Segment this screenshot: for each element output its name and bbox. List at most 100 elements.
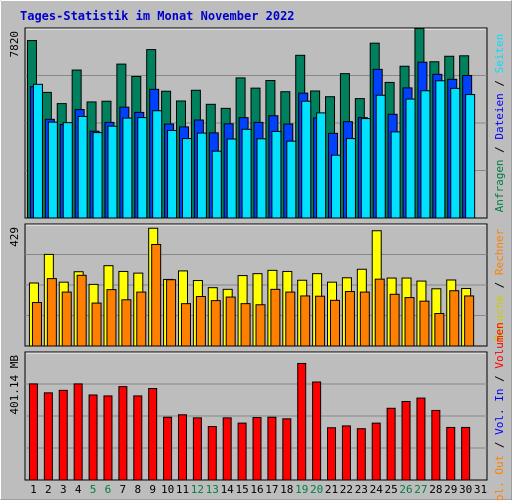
bar-volumen-day-1 xyxy=(28,383,38,481)
bar-seiten-day-28 xyxy=(435,80,446,219)
x-tick-label-day-18: 18 xyxy=(280,483,293,496)
bar-volumen-day-23 xyxy=(356,428,366,481)
x-tick-label-day-23: 23 xyxy=(355,483,368,496)
x-tick-label-day-25: 25 xyxy=(385,483,398,496)
bar-rechner-day-22 xyxy=(344,291,355,347)
legend-separator: / xyxy=(493,140,506,160)
x-tick-label-day-10: 10 xyxy=(161,483,174,496)
bar-volumen-day-16 xyxy=(252,417,262,481)
bar-rechner-day-17 xyxy=(270,288,281,347)
bar-seiten-day-17 xyxy=(271,130,282,219)
bar-rechner-day-8 xyxy=(136,291,147,347)
x-tick-label-day-11: 11 xyxy=(176,483,189,496)
bar-rechner-day-2 xyxy=(46,278,57,347)
bar-volumen-day-26 xyxy=(401,400,411,481)
bar-volumen-day-19 xyxy=(297,362,307,481)
legend-bottom: Vol. Out / Vol. In / Volumen xyxy=(493,322,506,500)
bar-rechner-day-21 xyxy=(330,299,341,347)
bar-rechner-day-9 xyxy=(151,244,162,347)
bar-seiten-day-24 xyxy=(375,94,386,219)
bar-rechner-day-12 xyxy=(195,295,206,347)
x-tick-label-day-1: 1 xyxy=(30,483,37,496)
bar-seiten-day-14 xyxy=(226,138,237,219)
bar-rechner-day-1 xyxy=(31,302,42,347)
bar-seiten-day-19 xyxy=(301,100,312,219)
x-tick-label-day-7: 7 xyxy=(120,483,127,496)
legend-item-seiten: Seiten xyxy=(493,34,506,74)
bar-rechner-day-14 xyxy=(225,296,236,347)
x-tick-label-day-20: 20 xyxy=(310,483,323,496)
bar-volumen-day-29 xyxy=(446,426,456,481)
legend-item-dateien: Dateien xyxy=(493,93,506,139)
x-tick-label-day-26: 26 xyxy=(399,483,412,496)
legend-separator: / xyxy=(493,369,506,389)
bar-seiten-day-13 xyxy=(211,150,222,219)
legend-item-anfragen: Anfragen xyxy=(493,159,506,212)
bar-seiten-day-5 xyxy=(92,132,103,219)
legend-item-vol-out: Vol. Out xyxy=(493,455,506,500)
y-max-label: 7820 xyxy=(8,31,21,58)
bar-seiten-day-27 xyxy=(420,90,431,219)
y-max-label: 429 xyxy=(8,227,21,247)
bar-rechner-day-3 xyxy=(61,291,72,347)
x-tick-label-day-29: 29 xyxy=(444,483,457,496)
bar-volumen-day-20 xyxy=(312,381,322,481)
bar-volumen-day-9 xyxy=(148,388,158,481)
bar-rechner-day-23 xyxy=(359,291,370,347)
bar-rechner-day-4 xyxy=(76,274,87,347)
legend-item-vol-in: Vol. In xyxy=(493,389,506,435)
bar-seiten-day-23 xyxy=(360,118,371,219)
x-tick-label-day-6: 6 xyxy=(105,483,112,496)
bar-seiten-day-12 xyxy=(196,132,207,219)
x-tick-label-day-31: 31 xyxy=(474,483,487,496)
bar-seiten-day-15 xyxy=(241,128,252,219)
bar-volumen-day-10 xyxy=(163,416,173,481)
bar-volumen-day-28 xyxy=(431,409,441,481)
bar-volumen-day-4 xyxy=(73,383,83,481)
legend-item-volumen: Volumen xyxy=(493,322,506,368)
bar-seiten-day-3 xyxy=(62,122,73,219)
bar-rechner-day-7 xyxy=(121,299,132,347)
x-tick-label-day-27: 27 xyxy=(414,483,427,496)
x-tick-label-day-13: 13 xyxy=(206,483,219,496)
bar-rechner-day-10 xyxy=(166,279,177,347)
bar-rechner-day-6 xyxy=(106,289,117,347)
x-tick-label-day-28: 28 xyxy=(429,483,442,496)
bar-volumen-day-17 xyxy=(267,416,277,481)
bar-rechner-day-26 xyxy=(404,297,415,347)
x-tick-label-day-8: 8 xyxy=(134,483,141,496)
bar-seiten-day-7 xyxy=(122,117,133,219)
bar-seiten-day-20 xyxy=(316,112,327,219)
bar-volumen-day-2 xyxy=(43,392,53,481)
bar-rechner-day-27 xyxy=(419,300,430,347)
x-tick-label-day-22: 22 xyxy=(340,483,353,496)
x-tick-label-day-30: 30 xyxy=(459,483,472,496)
x-tick-label-day-15: 15 xyxy=(235,483,248,496)
bar-rechner-day-24 xyxy=(374,278,385,347)
x-tick-label-day-3: 3 xyxy=(60,483,67,496)
bar-volumen-day-15 xyxy=(237,422,247,481)
bar-rechner-day-15 xyxy=(240,303,251,347)
bar-seiten-day-10 xyxy=(167,129,178,219)
bar-seiten-day-1 xyxy=(32,83,43,219)
bar-seiten-day-26 xyxy=(405,98,416,219)
x-tick-label-day-17: 17 xyxy=(265,483,278,496)
bar-volumen-day-13 xyxy=(207,426,217,481)
bar-rechner-day-30 xyxy=(464,295,475,347)
bar-volumen-day-7 xyxy=(118,386,128,481)
x-tick-label-day-19: 19 xyxy=(295,483,308,496)
bar-volumen-day-8 xyxy=(133,395,143,481)
y-max-label: 401.14 MB xyxy=(8,355,21,415)
bar-volumen-day-18 xyxy=(282,418,292,481)
bar-rechner-day-28 xyxy=(434,313,445,347)
bar-seiten-day-11 xyxy=(181,138,192,219)
bar-seiten-day-25 xyxy=(390,131,401,219)
bar-seiten-day-6 xyxy=(107,125,118,219)
x-tick-label-day-4: 4 xyxy=(75,483,82,496)
x-tick-label-day-14: 14 xyxy=(221,483,235,496)
chart-title: Tages-Statistik im Monat November 2022 xyxy=(20,9,295,23)
bar-volumen-day-27 xyxy=(416,397,426,481)
bar-seiten-day-30 xyxy=(465,94,476,219)
